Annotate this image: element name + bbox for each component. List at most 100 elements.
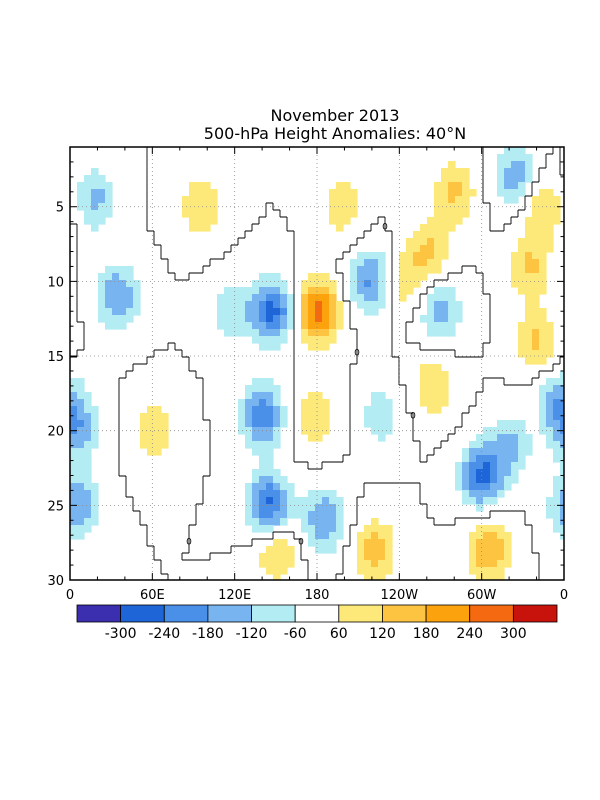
anomaly-cell bbox=[399, 252, 407, 260]
anomaly-cell bbox=[273, 308, 281, 316]
anomaly-cell bbox=[511, 182, 519, 190]
anomaly-cell bbox=[504, 483, 512, 491]
anomaly-cell bbox=[84, 399, 92, 407]
anomaly-cell bbox=[553, 210, 561, 218]
anomaly-cell bbox=[301, 287, 309, 295]
anomaly-cell bbox=[476, 532, 484, 540]
anomaly-cell bbox=[378, 301, 386, 309]
anomaly-cell bbox=[350, 287, 358, 295]
anomaly-cell bbox=[483, 567, 491, 575]
anomaly-cell bbox=[266, 553, 274, 561]
anomaly-cell bbox=[497, 539, 505, 547]
anomaly-cell bbox=[252, 399, 260, 407]
anomaly-cell bbox=[112, 315, 120, 323]
anomaly-cell bbox=[462, 483, 470, 491]
anomaly-cell bbox=[560, 399, 564, 407]
anomaly-cell bbox=[84, 392, 92, 400]
anomaly-cell bbox=[469, 546, 477, 554]
anomaly-cell bbox=[322, 287, 330, 295]
anomaly-cell bbox=[84, 511, 92, 519]
anomaly-cell bbox=[413, 266, 421, 274]
anomaly-cell bbox=[350, 259, 358, 267]
anomaly-cell bbox=[112, 301, 120, 309]
anomaly-cell bbox=[322, 420, 330, 428]
anomaly-cell bbox=[420, 252, 428, 260]
anomaly-cell bbox=[252, 441, 260, 449]
anomaly-cell bbox=[70, 462, 78, 470]
anomaly-cell bbox=[490, 434, 498, 442]
anomaly-cell bbox=[77, 462, 85, 470]
anomaly-cell bbox=[483, 497, 491, 505]
anomaly-cell bbox=[546, 497, 554, 505]
anomaly-cell bbox=[70, 455, 78, 463]
anomaly-cell bbox=[497, 567, 505, 575]
anomaly-cell bbox=[203, 210, 211, 218]
anomaly-cell bbox=[238, 294, 246, 302]
anomaly-cell bbox=[434, 329, 442, 337]
anomaly-cell bbox=[77, 420, 85, 428]
anomaly-cell bbox=[315, 287, 323, 295]
anomaly-cell bbox=[308, 322, 316, 330]
anomaly-cell bbox=[266, 518, 274, 526]
anomaly-cell bbox=[476, 546, 484, 554]
anomaly-cell bbox=[546, 196, 554, 204]
anomaly-cell bbox=[301, 315, 309, 323]
anomaly-cell bbox=[371, 273, 379, 281]
anomaly-cell bbox=[441, 294, 449, 302]
anomaly-cell bbox=[273, 567, 281, 575]
anomaly-cell bbox=[462, 476, 470, 484]
anomaly-cell bbox=[364, 266, 372, 274]
anomaly-cell bbox=[427, 294, 435, 302]
anomaly-cell bbox=[553, 378, 561, 386]
anomaly-cell bbox=[301, 420, 309, 428]
anomaly-cell bbox=[336, 518, 344, 526]
anomaly-cell bbox=[378, 525, 386, 533]
anomaly-cell bbox=[91, 182, 99, 190]
anomaly-cell bbox=[231, 294, 239, 302]
anomaly-cell bbox=[483, 574, 491, 580]
anomaly-cell bbox=[441, 231, 449, 239]
anomaly-cell bbox=[532, 280, 540, 288]
anomaly-cell bbox=[462, 182, 470, 190]
anomaly-cell bbox=[497, 189, 505, 197]
anomaly-cell bbox=[504, 168, 512, 176]
anomaly-cell bbox=[126, 294, 134, 302]
anomaly-cell bbox=[350, 196, 358, 204]
anomaly-cell bbox=[420, 245, 428, 253]
anomaly-cell bbox=[77, 392, 85, 400]
anomaly-cell bbox=[483, 462, 491, 470]
anomaly-cell bbox=[280, 336, 288, 344]
contour-label: 0 bbox=[382, 223, 388, 233]
anomaly-cell bbox=[308, 336, 316, 344]
anomaly-cell bbox=[560, 497, 564, 505]
anomaly-cell bbox=[427, 385, 435, 393]
anomaly-cell bbox=[336, 196, 344, 204]
anomaly-cell bbox=[252, 315, 260, 323]
anomaly-cell bbox=[105, 322, 113, 330]
anomaly-cell bbox=[427, 301, 435, 309]
anomaly-cell bbox=[441, 196, 449, 204]
anomaly-cell bbox=[301, 280, 309, 288]
anomaly-cell bbox=[371, 406, 379, 414]
anomaly-cell bbox=[98, 217, 106, 225]
anomaly-cell bbox=[252, 336, 260, 344]
anomaly-cell bbox=[259, 553, 267, 561]
anomaly-cell bbox=[154, 434, 162, 442]
anomaly-cell bbox=[490, 546, 498, 554]
anomaly-cell bbox=[455, 182, 463, 190]
anomaly-cell bbox=[406, 287, 414, 295]
anomaly-cell bbox=[364, 406, 372, 414]
anomaly-cell bbox=[511, 420, 519, 428]
anomaly-cell bbox=[469, 553, 477, 561]
anomaly-cell bbox=[546, 203, 554, 211]
anomaly-cell bbox=[504, 553, 512, 561]
anomaly-cell bbox=[91, 511, 99, 519]
anomaly-cell bbox=[147, 420, 155, 428]
anomaly-cell bbox=[315, 399, 323, 407]
anomaly-cell bbox=[154, 427, 162, 435]
anomaly-cell bbox=[273, 497, 281, 505]
anomaly-cell bbox=[252, 280, 260, 288]
anomaly-cell bbox=[469, 441, 477, 449]
anomaly-cell bbox=[245, 420, 253, 428]
